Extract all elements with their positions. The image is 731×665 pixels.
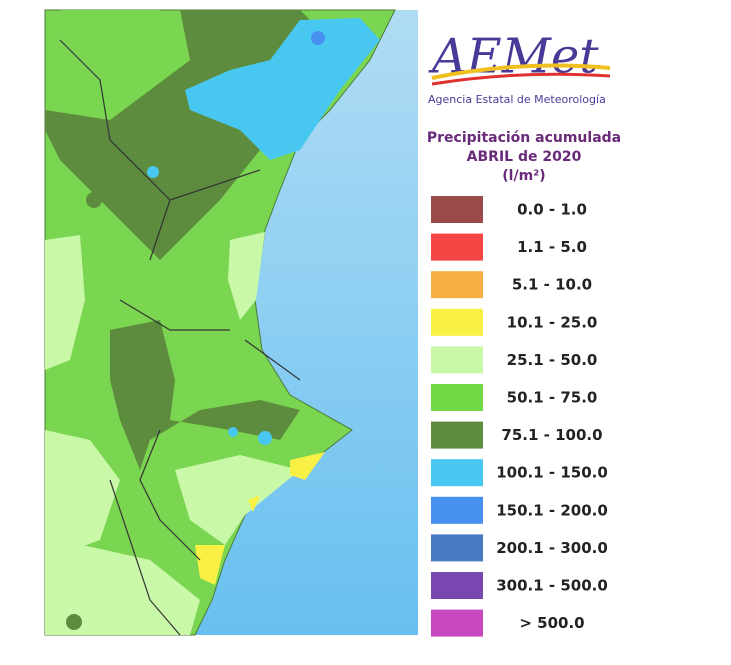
legend-label: 300.1 - 500.0 (496, 577, 608, 595)
legend-swatch (431, 421, 483, 449)
legend-swatch (431, 496, 483, 524)
legend-title: (l/m²) (502, 168, 545, 184)
legend-label: 5.1 - 10.0 (512, 276, 592, 294)
legend-swatch (431, 459, 483, 487)
legend-title: ABRIL de 2020 (467, 149, 582, 165)
legend-swatch (431, 572, 483, 599)
legend-label: 200.1 - 300.0 (496, 539, 608, 557)
legend-label: 100.1 - 150.0 (496, 464, 608, 482)
legend-swatch (431, 233, 483, 261)
logo: AEMet Agencia Estatal de Meteorología (428, 29, 611, 106)
legend-title: Precipitación acumulada (427, 130, 621, 146)
legend-label: 10.1 - 25.0 (507, 313, 598, 331)
legend-label: > 500.0 (519, 614, 584, 632)
legend-label: 1.1 - 5.0 (517, 238, 587, 256)
legend-swatch (431, 384, 483, 411)
legend-label: 75.1 - 100.0 (501, 426, 602, 444)
legend-label: 0.0 - 1.0 (517, 201, 587, 219)
legend-swatch (431, 271, 483, 299)
legend-label: 50.1 - 75.0 (507, 389, 598, 407)
legend-label: 150.1 - 200.0 (496, 501, 608, 519)
legend: Precipitación acumulada ABRIL de 2020 (l/m… (427, 130, 621, 637)
legend-swatch (431, 196, 483, 223)
legend-swatch (431, 534, 483, 562)
legend-swatch (431, 609, 483, 637)
logo-subtitle: Agencia Estatal de Meteorología (428, 93, 606, 106)
legend-swatch (431, 346, 483, 374)
legend-swatch (431, 308, 483, 336)
map (44, 9, 418, 636)
legend-label: 25.1 - 50.0 (507, 351, 598, 369)
